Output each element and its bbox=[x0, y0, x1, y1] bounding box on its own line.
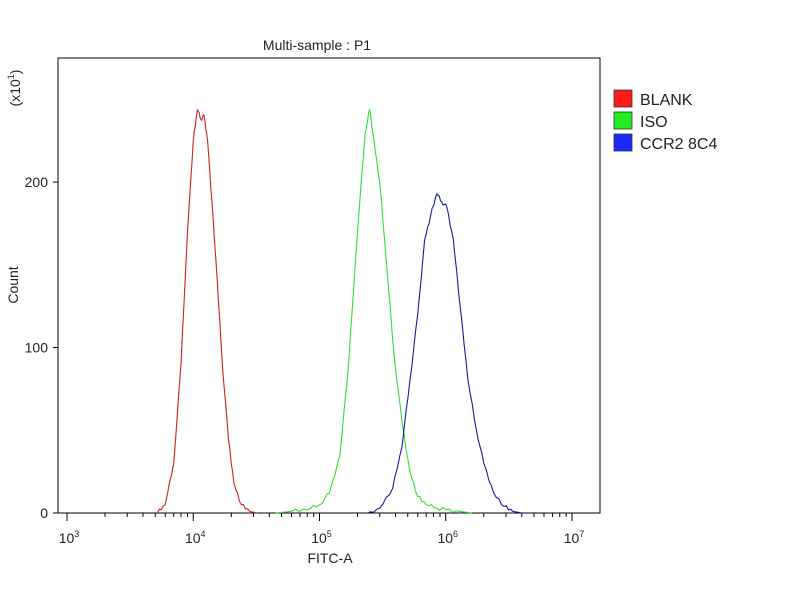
x-tick-label: 104 bbox=[185, 529, 206, 546]
y-tick-label: 0 bbox=[40, 505, 48, 521]
legend-label: CCR2 8C4 bbox=[640, 136, 717, 153]
x-tick-label: 107 bbox=[564, 529, 585, 546]
x-tick-exp: 6 bbox=[453, 529, 458, 539]
x-tick-exp: 4 bbox=[201, 529, 206, 539]
y-multiplier-close: ) bbox=[7, 70, 23, 75]
x-tick-label: 106 bbox=[437, 529, 458, 546]
series-line-blank bbox=[156, 109, 258, 514]
x-tick-base: 10 bbox=[564, 530, 580, 546]
x-tick-exp: 3 bbox=[74, 529, 79, 539]
svg-text:(x101): (x101) bbox=[6, 70, 23, 107]
legend-label: BLANK bbox=[640, 92, 693, 109]
y-tick-label: 100 bbox=[25, 340, 49, 356]
legend-swatch bbox=[613, 89, 633, 108]
series-lines bbox=[156, 109, 522, 514]
y-axis-title: Count bbox=[5, 266, 21, 303]
y-multiplier-prefix: (x10 bbox=[7, 79, 23, 106]
legend-swatch bbox=[613, 133, 633, 152]
y-multiplier-label: (x101) bbox=[6, 70, 23, 107]
series-line-ccr2-8c4 bbox=[367, 192, 522, 514]
legend-swatch bbox=[613, 111, 633, 130]
x-tick-exp: 7 bbox=[579, 529, 584, 539]
x-tick-label: 103 bbox=[59, 529, 80, 546]
chart-title: Multi-sample : P1 bbox=[263, 37, 371, 53]
y-tick-label: 200 bbox=[25, 174, 49, 190]
series-line-iso bbox=[275, 109, 472, 514]
x-tick-exp: 5 bbox=[327, 529, 332, 539]
plot-frame bbox=[57, 57, 601, 514]
y-axis-ticks: 0 100 200 bbox=[25, 174, 58, 521]
y-multiplier-exp: 1 bbox=[6, 74, 16, 79]
x-tick-base: 10 bbox=[59, 530, 75, 546]
legend: BLANK ISO CCR2 8C4 bbox=[613, 89, 717, 153]
x-axis-title: FITC-A bbox=[307, 550, 353, 566]
x-tick-label: 105 bbox=[311, 529, 332, 546]
x-axis-ticks: 103 104 105 106 107 bbox=[59, 513, 585, 546]
x-tick-base: 10 bbox=[437, 530, 453, 546]
legend-label: ISO bbox=[640, 114, 668, 131]
x-tick-base: 10 bbox=[311, 530, 327, 546]
x-tick-base: 10 bbox=[185, 530, 201, 546]
